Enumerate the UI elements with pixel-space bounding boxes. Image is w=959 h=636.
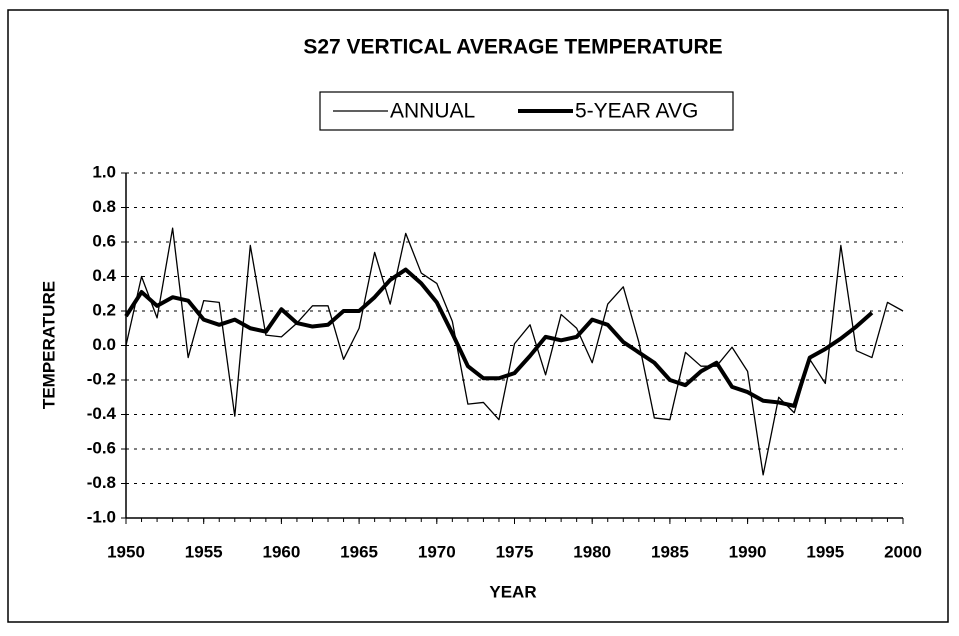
y-tick-label: -1.0 <box>87 507 116 526</box>
x-tick-label: 2000 <box>884 542 922 561</box>
x-tick-label: 1950 <box>107 542 145 561</box>
x-tick-label: 1980 <box>573 542 611 561</box>
y-tick-label: 0.2 <box>92 300 116 319</box>
y-tick-label: 0.6 <box>92 231 116 250</box>
y-axis-label: TEMPERATURE <box>39 281 58 409</box>
y-tick-label: 1.0 <box>92 162 116 181</box>
legend-label: 5-YEAR AVG <box>575 100 698 123</box>
y-tick-label: -0.6 <box>87 438 116 457</box>
x-tick-label: 1990 <box>729 542 767 561</box>
series-line <box>124 267 874 408</box>
x-axis-label: YEAR <box>489 582 536 601</box>
y-tick-label: 0.4 <box>92 266 116 285</box>
y-tick-label: 0.8 <box>92 197 116 216</box>
x-tick-label: 1975 <box>496 542 534 561</box>
chart-title: S27 VERTICAL AVERAGE TEMPERATURE <box>303 36 722 59</box>
y-tick-label: 0.0 <box>92 335 116 354</box>
y-tick-label: -0.4 <box>87 404 117 423</box>
x-tick-label: 1970 <box>418 542 456 561</box>
x-tick-label: 1955 <box>185 542 223 561</box>
series-line <box>125 227 904 476</box>
x-tick-label: 1960 <box>262 542 300 561</box>
y-tick-label: -0.2 <box>87 369 116 388</box>
x-tick-label: 1985 <box>651 542 689 561</box>
legend-label: ANNUAL <box>390 100 475 123</box>
x-tick-label: 1965 <box>340 542 378 561</box>
y-tick-label: -0.8 <box>87 473 116 492</box>
x-tick-label: 1995 <box>806 542 844 561</box>
